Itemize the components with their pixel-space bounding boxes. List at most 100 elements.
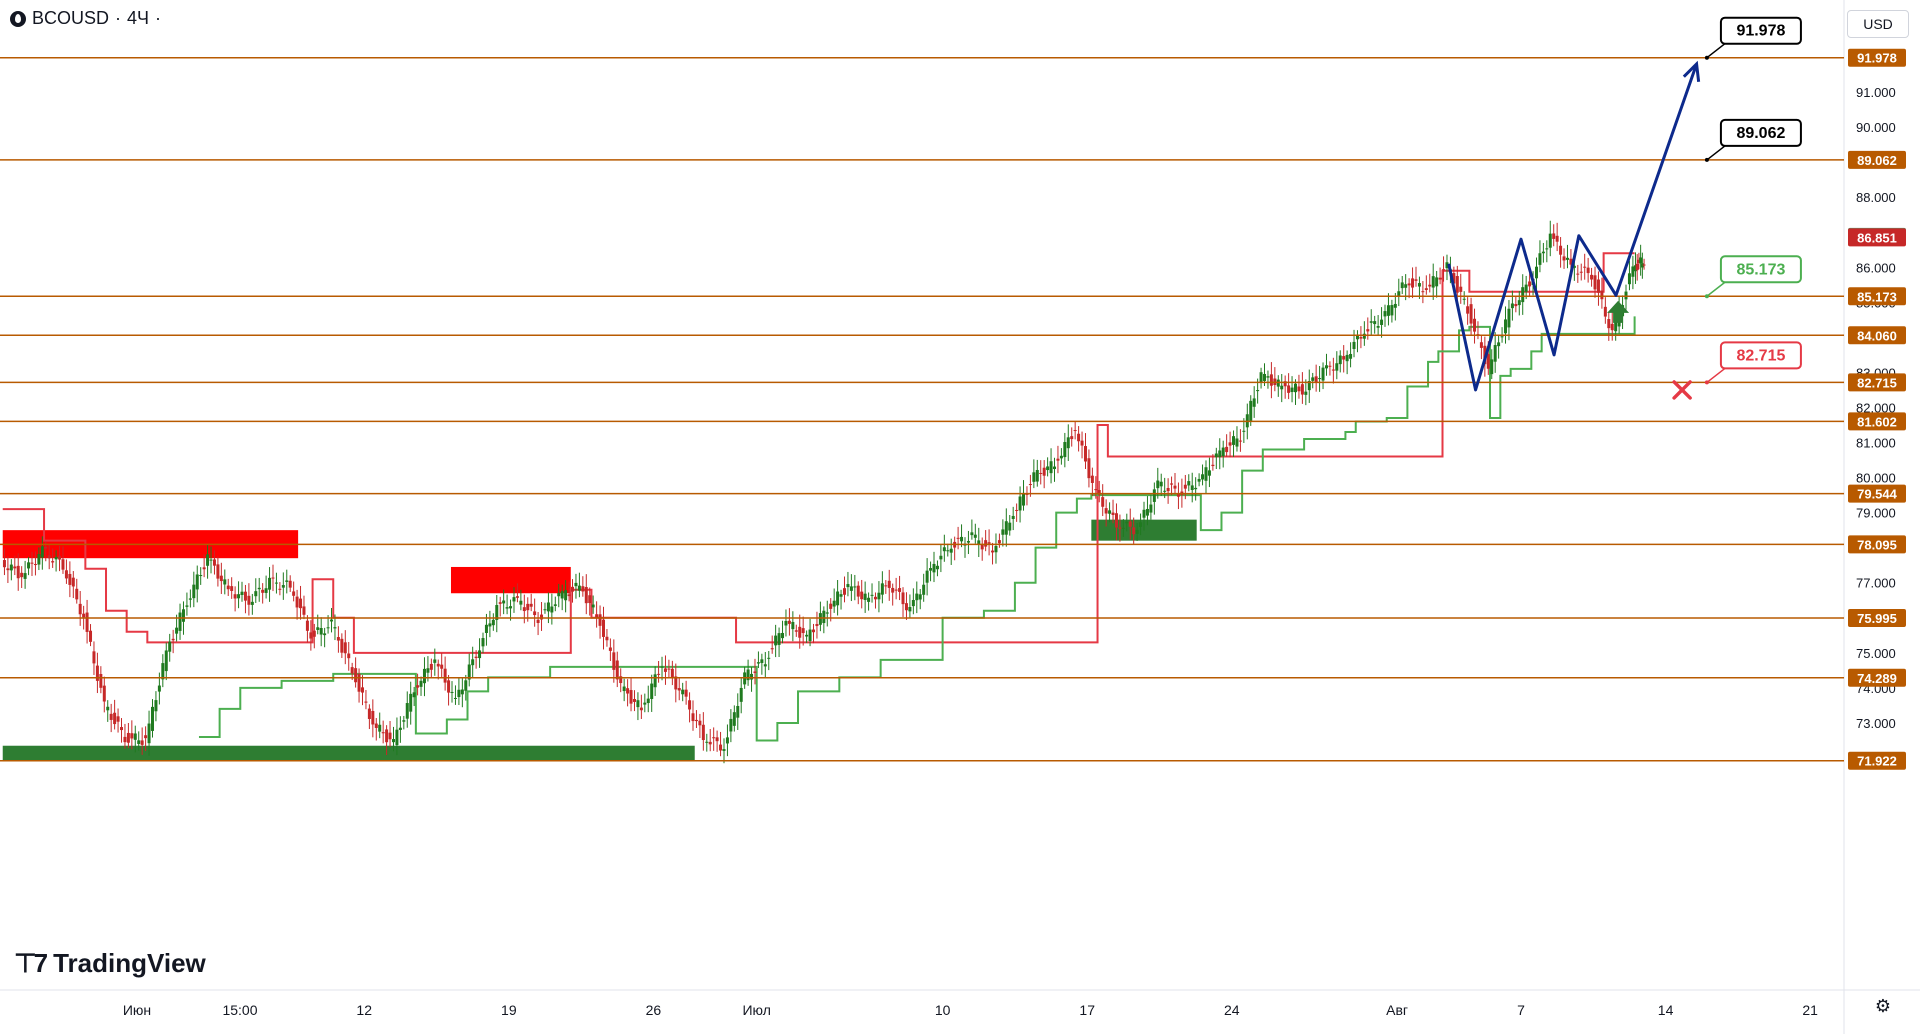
candle-body-140 bbox=[484, 624, 488, 633]
candle-body-261 bbox=[901, 592, 905, 605]
candle-body-5 bbox=[20, 572, 24, 578]
logo-text: TradingView bbox=[53, 948, 206, 978]
candle-body-263 bbox=[908, 607, 912, 612]
candle-body-271 bbox=[935, 565, 939, 570]
candle-body-102 bbox=[354, 668, 358, 683]
currency-selector[interactable]: USD bbox=[1847, 10, 1909, 38]
candle-body-306 bbox=[1056, 458, 1060, 461]
candle-body-159 bbox=[550, 606, 554, 613]
x-tick-label-4: 26 bbox=[646, 1002, 662, 1018]
candle-body-7 bbox=[27, 562, 31, 569]
candle-body-357 bbox=[1232, 436, 1236, 445]
candle-body-409 bbox=[1411, 278, 1415, 288]
candle-body-41 bbox=[144, 735, 148, 739]
callout-anchor-0 bbox=[1704, 55, 1709, 60]
candle-body-83 bbox=[288, 580, 292, 588]
candle-body-459 bbox=[1583, 266, 1587, 268]
level-label-1: 89.062 bbox=[1857, 153, 1897, 168]
trend-stop-down-line bbox=[2, 252, 1635, 654]
timeframe-label[interactable]: 4Ч bbox=[127, 8, 150, 28]
candle-body-101 bbox=[350, 667, 354, 674]
candle-body-182 bbox=[629, 690, 633, 704]
candle-body-44 bbox=[154, 700, 158, 712]
candle-body-474 bbox=[1633, 265, 1637, 272]
candle-body-302 bbox=[1042, 467, 1046, 476]
candle-body-69 bbox=[240, 591, 244, 595]
candle-body-421 bbox=[1452, 273, 1456, 284]
candle-body-372 bbox=[1283, 381, 1287, 387]
candle-body-332 bbox=[1145, 508, 1149, 516]
candle-body-132 bbox=[457, 689, 461, 698]
candle-body-291 bbox=[1004, 521, 1008, 535]
candle-body-473 bbox=[1631, 266, 1635, 277]
candle-body-107 bbox=[371, 710, 375, 725]
symbol-header[interactable]: BCOUSD · 4Ч · bbox=[10, 8, 161, 29]
candle-body-317 bbox=[1094, 489, 1098, 491]
candle-body-39 bbox=[137, 740, 141, 744]
candle-body-4 bbox=[16, 565, 20, 579]
candle-body-197 bbox=[681, 689, 685, 695]
candle-body-329 bbox=[1135, 529, 1139, 534]
candle-body-387 bbox=[1335, 363, 1339, 371]
candle-body-413 bbox=[1424, 288, 1428, 291]
candle-body-335 bbox=[1156, 480, 1160, 489]
candle-body-62 bbox=[216, 564, 220, 579]
candle-body-310 bbox=[1070, 436, 1074, 440]
candle-body-124 bbox=[429, 663, 433, 670]
candle-body-172 bbox=[595, 614, 599, 618]
candle-body-365 bbox=[1259, 372, 1263, 383]
candle-body-51 bbox=[178, 612, 182, 631]
candle-body-345 bbox=[1190, 485, 1194, 491]
candle-body-414 bbox=[1428, 284, 1432, 287]
candle-body-355 bbox=[1225, 446, 1229, 453]
gear-icon[interactable]: ⚙ bbox=[1874, 996, 1892, 1016]
candle-body-133 bbox=[460, 689, 464, 695]
candle-body-360 bbox=[1242, 430, 1246, 432]
level-label-box-9 bbox=[1848, 535, 1906, 554]
candle-body-379 bbox=[1307, 380, 1311, 391]
candle-body-429 bbox=[1479, 342, 1483, 348]
candle-body-90 bbox=[312, 630, 316, 637]
candle-body-151 bbox=[522, 607, 526, 612]
candle-body-457 bbox=[1576, 273, 1580, 275]
candle-body-340 bbox=[1173, 485, 1177, 489]
candle-body-285 bbox=[984, 540, 988, 547]
candle-body-14 bbox=[51, 561, 55, 563]
candle-body-385 bbox=[1328, 365, 1332, 367]
candle-body-336 bbox=[1159, 481, 1163, 487]
candle-body-173 bbox=[598, 614, 602, 626]
level-label-3: 86.851 bbox=[1857, 230, 1897, 245]
candle-body-300 bbox=[1035, 469, 1039, 482]
candle-body-176 bbox=[608, 647, 612, 651]
candle-body-99 bbox=[343, 642, 347, 654]
candle-body-40 bbox=[140, 740, 144, 745]
candle-body-328 bbox=[1132, 527, 1136, 535]
candle-body-477 bbox=[1639, 257, 1643, 264]
callout-box-0 bbox=[1719, 16, 1802, 45]
candle-body-447 bbox=[1541, 251, 1545, 254]
level-label-box-10 bbox=[1848, 608, 1906, 627]
candle-body-228 bbox=[787, 620, 791, 624]
candle-body-127 bbox=[440, 664, 444, 669]
candle-body-368 bbox=[1269, 374, 1273, 386]
candle-body-462 bbox=[1593, 275, 1597, 290]
level-label-box-4 bbox=[1848, 287, 1906, 306]
candle-body-139 bbox=[481, 638, 485, 647]
candle-body-24 bbox=[85, 612, 89, 632]
symbol-name[interactable]: BCOUSD bbox=[32, 8, 110, 28]
candle-body-57 bbox=[199, 575, 203, 577]
candle-body-45 bbox=[157, 685, 161, 692]
candle-body-240 bbox=[829, 603, 833, 609]
candle-body-103 bbox=[357, 673, 361, 692]
candle-body-337 bbox=[1163, 490, 1167, 492]
candle-body-242 bbox=[836, 591, 840, 606]
candle-body-100 bbox=[347, 653, 351, 659]
candle-body-225 bbox=[777, 633, 781, 645]
candle-body-166 bbox=[574, 582, 578, 587]
candle-body-38 bbox=[133, 733, 137, 740]
candle-body-85 bbox=[295, 596, 299, 608]
candle-body-186 bbox=[643, 702, 647, 705]
candle-body-32 bbox=[113, 712, 117, 725]
candle-body-341 bbox=[1176, 493, 1180, 497]
